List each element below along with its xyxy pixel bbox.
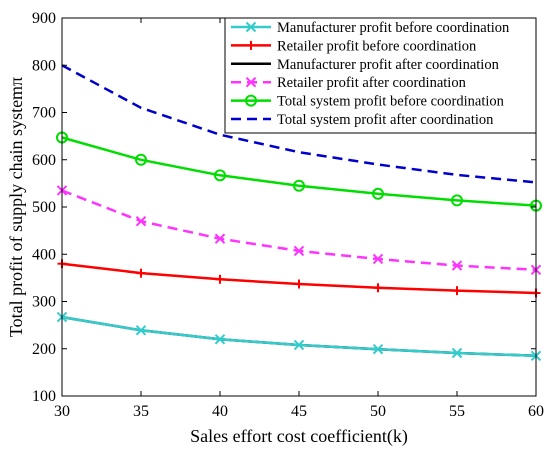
series-4-point [214, 233, 226, 244]
series-4-point [372, 253, 384, 265]
y-tick-label: 100 [32, 388, 56, 405]
legend-label-2: Retailer profit before coordination [277, 38, 477, 54]
legend-label-5: Total system profit before coordination [277, 94, 505, 110]
ticks-layer: 30 35 40 45 50 55 60 100 200 300 400 500 600 700 800 90… [32, 10, 544, 420]
series-1-point [372, 344, 384, 355]
legend-marker-4-stroke-b [245, 76, 257, 88]
legend-label-4: Retailer profit after coordination [277, 75, 467, 91]
series-2-point [294, 279, 304, 289]
series-5-point [214, 169, 226, 182]
y-tick-label: 800 [32, 57, 56, 74]
legend-box [224, 17, 537, 134]
x-tick-label: 60 [528, 403, 544, 420]
x-tick-label: 35 [133, 403, 149, 420]
series-5-point [451, 194, 463, 207]
series-1-point [135, 325, 147, 336]
x-axis-title: Sales effort cost coefficient(k) [190, 426, 408, 447]
series-2-point [373, 283, 383, 293]
series-1-point-stroke-b [293, 339, 305, 351]
series-5-point [293, 179, 305, 192]
series-2-point [136, 268, 146, 278]
series-4-point [135, 215, 147, 227]
series-line-6 [61, 64, 537, 184]
series-1-point [214, 334, 226, 345]
series-5-point [135, 153, 147, 166]
series-layer [56, 64, 542, 362]
legend-label-6: Total system profit after coordination [277, 112, 494, 128]
x-tick-label: 30 [54, 403, 70, 420]
series-4-point-stroke-b [451, 260, 463, 271]
x-tick-label: 55 [449, 403, 465, 420]
series-1-point-stroke-b [451, 347, 463, 359]
x-tick-label: 40 [212, 403, 228, 420]
y-axis-title: Total profit of supply chain systemπ [6, 77, 26, 337]
y-tick-label: 700 [32, 105, 56, 122]
legend-label-3: Manufacturer profit after coordination [277, 57, 500, 73]
series-1-point-stroke-b [372, 344, 384, 355]
series-2-point [215, 274, 225, 284]
legend-marker-4 [245, 76, 257, 88]
y-tick-label: 900 [32, 10, 56, 27]
x-tick-label: 50 [370, 403, 386, 420]
series-4-point-stroke-b [372, 253, 384, 265]
series-4-point-stroke-b [135, 215, 147, 227]
y-tick-label: 400 [32, 246, 56, 263]
series-line-5 [61, 136, 537, 207]
x-tick-label: 45 [291, 403, 307, 420]
series-1-point-stroke-b [135, 325, 147, 336]
y-tick-label: 600 [32, 152, 56, 169]
legend-marker-2 [246, 40, 256, 50]
series-4-point [451, 260, 463, 271]
y-tick-label: 300 [32, 294, 56, 311]
series-1-point [293, 339, 305, 351]
series-4-point-stroke-b [214, 233, 226, 244]
series-4-point-stroke-b [293, 245, 305, 257]
series-1-point-stroke-b [214, 334, 226, 345]
y-tick-label: 500 [32, 199, 56, 216]
legend-marker-1-stroke-b [245, 21, 257, 33]
y-tick-label: 200 [32, 341, 56, 358]
legend: Manufacturer profit before coordination R… [224, 17, 537, 134]
legend-marker-5 [245, 94, 257, 107]
series-1-point [451, 347, 463, 359]
series-4-point [293, 245, 305, 257]
legend-marker-1 [245, 21, 257, 33]
series-2-point [452, 286, 462, 296]
legend-label-1: Manufacturer profit before coordination [277, 20, 510, 36]
series-5-point [372, 187, 384, 200]
